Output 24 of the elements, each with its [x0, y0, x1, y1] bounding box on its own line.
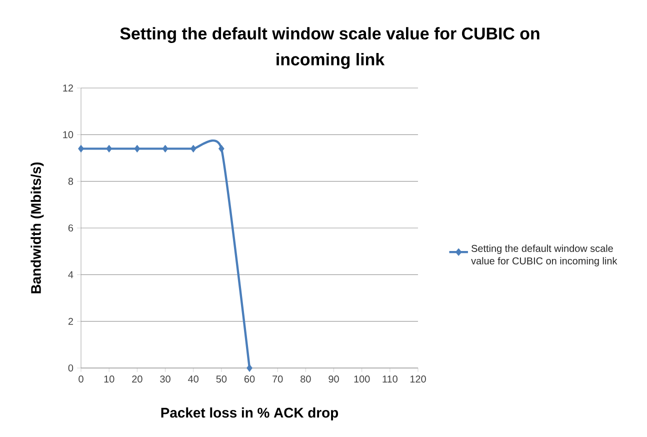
y-tick-label: 12: [63, 84, 73, 92]
x-tick-label: 90: [328, 376, 339, 383]
y-tick-label: 2: [68, 318, 73, 325]
y-tick-label: 10: [63, 131, 74, 138]
chart-title: Setting the default window scale value for CUBIC on incoming link: [120, 27, 540, 69]
x-tick-label: 80: [300, 376, 311, 383]
x-tick-label: 40: [188, 376, 198, 383]
x-tick-label: 20: [132, 376, 142, 383]
x-tick-label: 50: [216, 376, 227, 383]
legend-label: Setting the default window scale value for CUBIC on incoming link: [471, 244, 618, 266]
x-tick-label: 60: [244, 376, 255, 383]
y-tick-label: 6: [68, 224, 74, 232]
x-tick-label: 120: [410, 376, 426, 383]
x-tick-label: 0: [78, 376, 84, 383]
x-tick-label: 30: [160, 376, 170, 383]
x-tick-label: 100: [354, 376, 370, 383]
y-axis-title: Bandwidth (Mbits/s): [30, 162, 44, 294]
x-axis-title: Packet loss in % ACK drop: [161, 407, 338, 420]
x-tick-label: 10: [104, 376, 114, 383]
x-tick-label: 70: [272, 376, 283, 383]
y-tick-label: 4: [68, 271, 74, 278]
x-tick-label: 110: [382, 376, 398, 383]
y-tick-label: 8: [68, 178, 74, 185]
y-tick-label: 0: [68, 364, 74, 372]
